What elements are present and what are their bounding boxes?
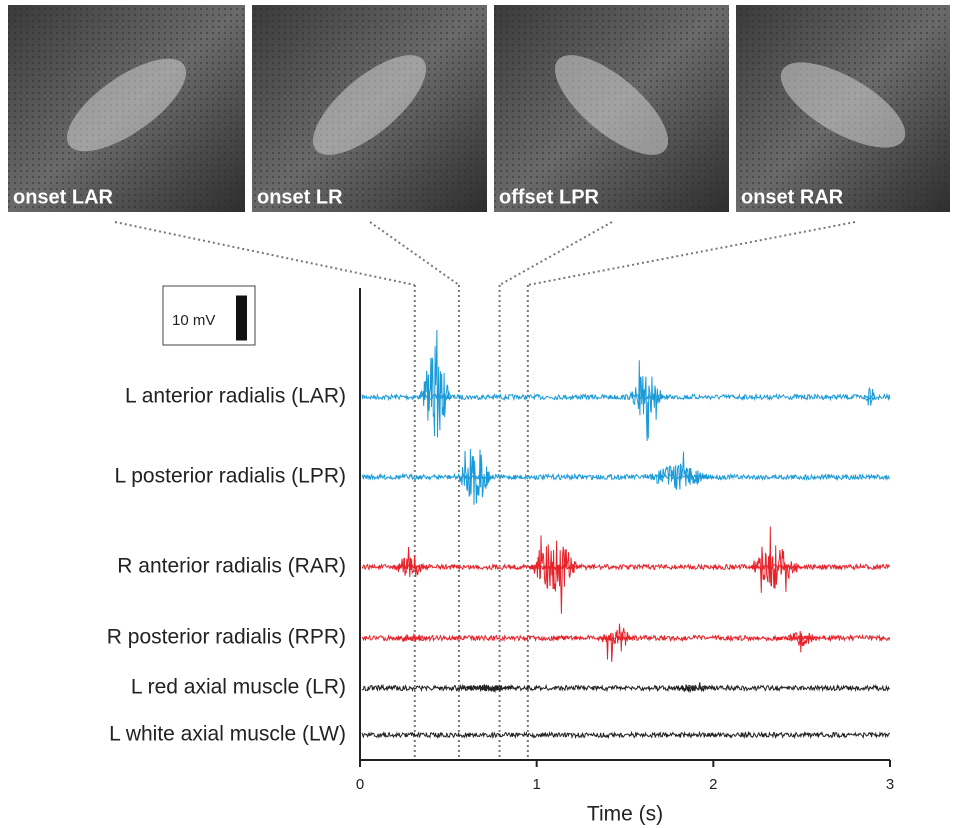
shark-silhouette: [312, 55, 427, 155]
burst: [863, 386, 876, 406]
burst: [527, 535, 581, 614]
event-connector: [114, 221, 415, 286]
event-connector: [499, 221, 613, 286]
burst: [417, 329, 452, 438]
x-tick-label: 0: [356, 776, 364, 793]
burst: [395, 633, 431, 643]
burst: [784, 630, 819, 653]
shark-silhouette: [554, 55, 669, 155]
trace-baseline: [361, 392, 891, 402]
photo-label: offset LPR: [499, 186, 600, 208]
trace-label: L red axial muscle (LR): [131, 676, 346, 699]
trace-baseline: [361, 730, 891, 740]
trace-label: R posterior radialis (RPR): [107, 626, 346, 649]
photo-label: onset LR: [257, 186, 343, 208]
photo-label: onset RAR: [741, 186, 844, 208]
x-axis-label: Time (s): [587, 803, 663, 826]
shark-silhouette: [780, 62, 906, 148]
trace-label: L white axial muscle (LW): [109, 723, 346, 746]
burst: [598, 623, 634, 662]
photo-label: onset LAR: [13, 186, 114, 208]
event-connector: [527, 221, 856, 286]
trace-baseline: [361, 562, 891, 572]
x-tick-label: 1: [532, 776, 540, 793]
trace-label: L posterior radialis (LPR): [115, 465, 346, 488]
burst: [457, 448, 493, 505]
burst: [628, 360, 664, 441]
trace-baseline: [361, 472, 891, 482]
trace-label: R anterior radialis (RAR): [117, 555, 346, 578]
burst: [669, 682, 714, 694]
shark-silhouette: [66, 58, 187, 152]
trace-baseline: [361, 683, 890, 693]
x-tick-label: 2: [709, 776, 717, 793]
burst: [391, 546, 431, 578]
burst: [642, 451, 713, 490]
trace-label: L anterior radialis (LAR): [125, 385, 346, 408]
scale-bar: [236, 295, 247, 341]
scale-label: 10 mV: [172, 312, 215, 329]
burst: [748, 526, 802, 593]
x-tick-label: 3: [886, 776, 894, 793]
burst: [457, 684, 519, 693]
event-connector: [369, 221, 460, 286]
